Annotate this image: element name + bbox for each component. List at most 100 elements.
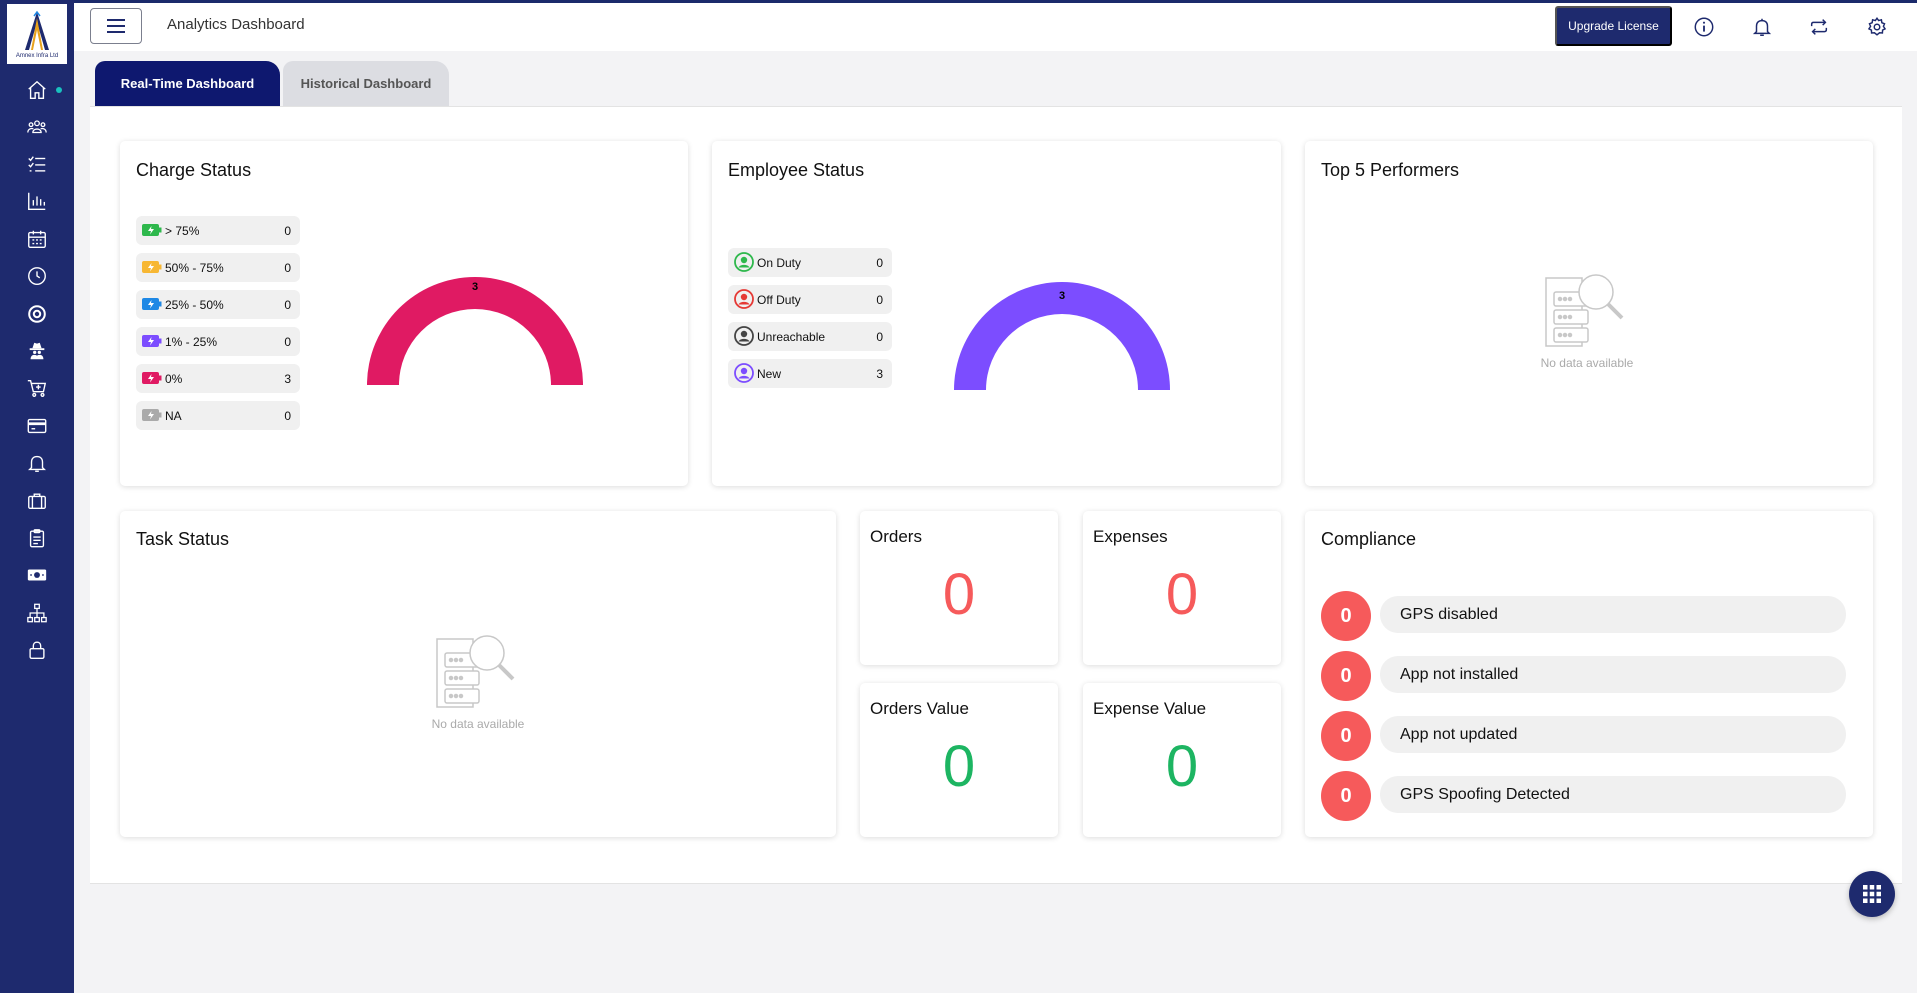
lock-icon (29, 641, 45, 659)
charge-gauge-arc[interactable] (367, 277, 583, 385)
battery-icon (142, 409, 162, 421)
sidebar-item-security[interactable] (0, 630, 74, 670)
no-data-text: No data available (1540, 356, 1634, 370)
battery-icon (142, 261, 162, 273)
person-status-icon (734, 289, 754, 309)
app-not-installed-item[interactable]: App not installed (1380, 656, 1846, 693)
legend-item[interactable]: 0% 3 (136, 364, 300, 393)
legend-item[interactable]: 25% - 50% 0 (136, 290, 300, 319)
info-button[interactable] (1691, 14, 1717, 40)
sync-button[interactable] (1806, 14, 1832, 40)
sync-icon (1810, 19, 1828, 35)
sidebar-item-expenses[interactable] (0, 555, 74, 595)
tab-historical-dashboard[interactable]: Historical Dashboard (283, 61, 449, 106)
sidebar-item-hierarchy[interactable] (0, 593, 74, 633)
top-performers-card: Top 5 Performers No data available (1305, 141, 1873, 486)
grid-icon (1863, 885, 1881, 903)
sidebar-item-work[interactable] (0, 481, 74, 521)
sidebar-item-notifications[interactable] (0, 443, 74, 483)
legend-item[interactable]: 1% - 25% 0 (136, 327, 300, 356)
employee-status-gauge: 3 (954, 282, 1170, 390)
expense-value-card[interactable]: Expense Value 0 (1083, 683, 1281, 837)
bell-icon (1752, 18, 1772, 36)
gps-spoofing-item[interactable]: GPS Spoofing Detected (1380, 776, 1846, 813)
expenses-count: 0 (1165, 562, 1199, 627)
credit-card-icon (27, 418, 47, 434)
task-list-icon (28, 156, 46, 172)
sidebar-item-reports[interactable] (0, 181, 74, 221)
sidebar-item-forms[interactable] (0, 518, 74, 558)
sidebar-item-payments[interactable] (0, 406, 74, 446)
sidebar-item-targets[interactable] (0, 294, 74, 334)
legend-item[interactable]: Off Duty 0 (728, 285, 892, 314)
battery-icon (142, 372, 162, 384)
bell-icon (28, 455, 46, 472)
stat-title: Expenses (1093, 527, 1168, 546)
sidebar-item-tracking[interactable] (0, 331, 74, 371)
sidebar-item-tasks[interactable] (0, 144, 74, 184)
no-data-text: No data available (431, 717, 525, 731)
active-indicator-dot (56, 87, 62, 93)
legend-label: Unreachable (757, 330, 826, 344)
app-not-updated-count: 0 (1321, 711, 1371, 761)
spy-icon (29, 342, 45, 360)
notifications-button[interactable] (1749, 14, 1775, 40)
app-not-installed-count: 0 (1321, 651, 1371, 701)
settings-button[interactable] (1864, 14, 1890, 40)
tab-real-time-dashboard[interactable]: Real-Time Dashboard (95, 61, 280, 106)
legend-item[interactable]: On Duty 0 (728, 248, 892, 277)
legend-item[interactable]: NA 0 (136, 401, 300, 430)
charge-status-card: Charge Status > 75% 0 50% - 75% 0 25% - 50% 0… (120, 141, 688, 486)
sidebar-item-orders[interactable] (0, 368, 74, 408)
calendar-icon (28, 230, 46, 248)
compliance-card: Compliance 0 GPS disabled 0 App not inst… (1305, 511, 1873, 837)
legend-item[interactable]: > 75% 0 (136, 216, 300, 245)
team-icon (27, 120, 47, 134)
task-status-card: Task Status No data available (120, 511, 836, 837)
gps-disabled-count: 0 (1321, 591, 1371, 641)
money-icon (27, 569, 47, 581)
apps-grid-button[interactable] (1849, 871, 1895, 917)
clock-icon (28, 267, 46, 285)
employee-status-card: Employee Status On Duty 0 Off Duty 0 Unreach… (712, 141, 1281, 486)
battery-icon (142, 224, 162, 236)
orders-value-amount: 0 (942, 734, 976, 799)
cart-icon (27, 379, 47, 397)
bar-chart-icon (28, 192, 46, 210)
person-status-icon (734, 326, 754, 346)
sidebar-item-home[interactable] (0, 70, 74, 110)
sidebar-item-attendance[interactable] (0, 256, 74, 296)
no-data-placeholder: No data available (418, 633, 538, 731)
orders-card[interactable]: Orders 0 (860, 511, 1058, 665)
legend-count: 0 (876, 330, 883, 344)
sidebar-item-calendar[interactable] (0, 219, 74, 259)
expenses-card[interactable]: Expenses 0 (1083, 511, 1281, 665)
gps-disabled-item[interactable]: GPS disabled (1380, 596, 1846, 633)
card-title: Charge Status (136, 160, 252, 180)
app-not-updated-item[interactable]: App not updated (1380, 716, 1846, 753)
logo-text: Amnex Infra Ltd (15, 52, 59, 59)
legend-count: 0 (284, 335, 291, 349)
legend-label: On Duty (757, 256, 802, 270)
legend-count: 0 (284, 298, 291, 312)
company-logo[interactable]: Amnex Infra Ltd (7, 4, 67, 64)
employee-gauge-arc[interactable] (954, 282, 1170, 390)
legend-label: 0% (165, 372, 183, 386)
orders-value-card[interactable]: Orders Value 0 (860, 683, 1058, 837)
legend-item[interactable]: Unreachable 0 (728, 322, 892, 351)
sidebar-item-team[interactable] (0, 107, 74, 147)
person-status-icon (734, 252, 754, 272)
legend-label: 25% - 50% (165, 298, 224, 312)
upgrade-license-button[interactable]: Upgrade License (1555, 6, 1672, 46)
legend-label: 50% - 75% (165, 261, 224, 275)
stat-title: Orders Value (870, 699, 969, 718)
no-data-icon (1545, 274, 1624, 347)
battery-icon (142, 335, 162, 347)
legend-count: 0 (876, 293, 883, 307)
info-icon (1694, 17, 1714, 37)
legend-item[interactable]: New 3 (728, 359, 892, 388)
menu-toggle-button[interactable] (90, 8, 142, 44)
sidebar: Amnex Infra Ltd (0, 0, 74, 993)
no-data-icon (436, 635, 515, 708)
legend-item[interactable]: 50% - 75% 0 (136, 253, 300, 282)
